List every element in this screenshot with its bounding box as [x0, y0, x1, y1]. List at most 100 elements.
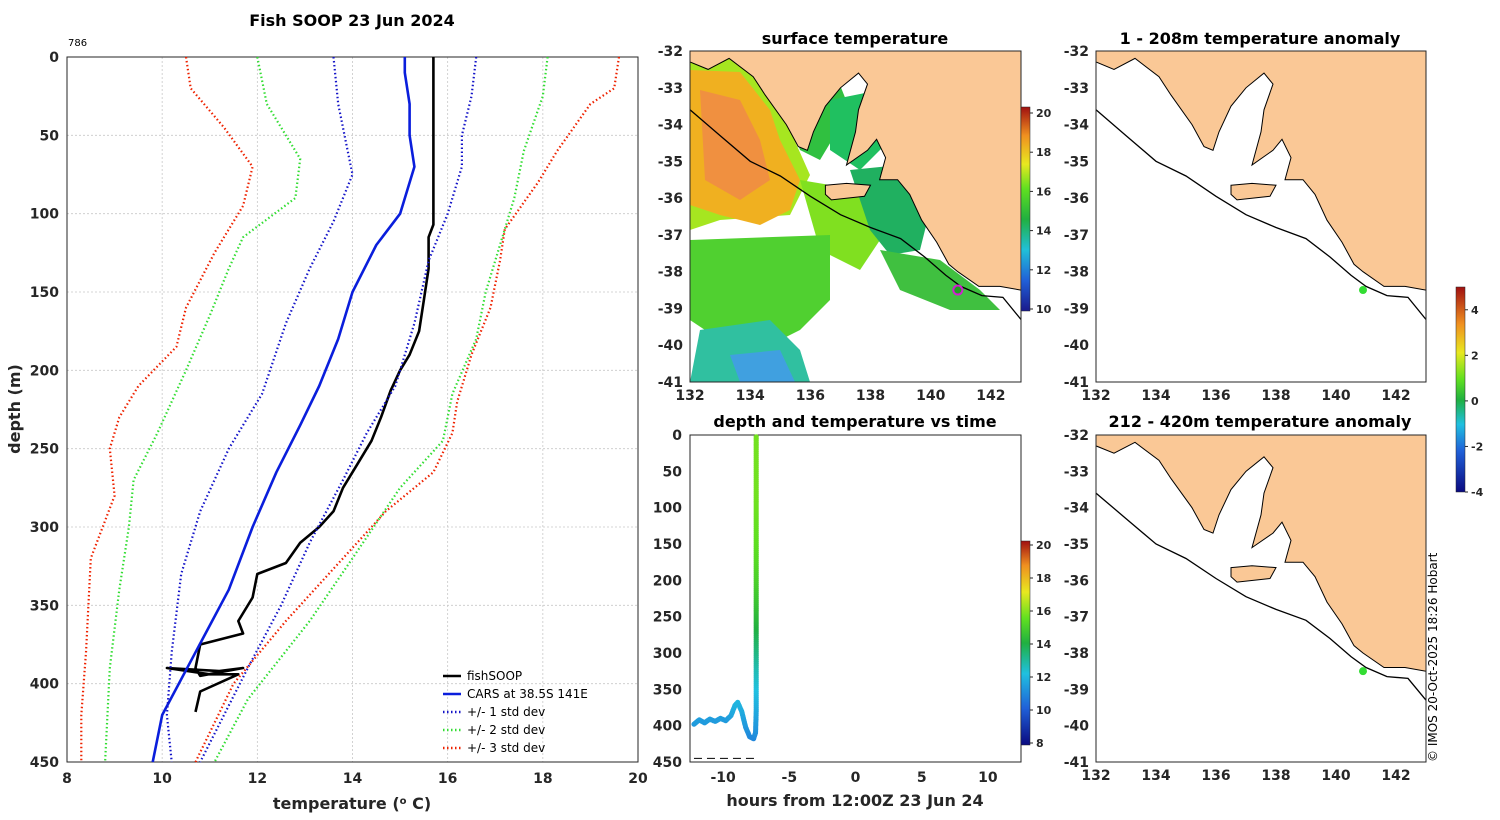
timeseries-ytick-label: 400 [653, 719, 682, 735]
map-ytick-label: -37 [1064, 228, 1089, 244]
map-xtick-label: 132 [1081, 388, 1110, 404]
colorbar-tick-label: 4 [1471, 304, 1479, 317]
timeseries-ytick-label: 300 [653, 646, 682, 662]
colorbar-tick-label: 14 [1036, 225, 1052, 238]
profile-axes-frame [66, 56, 639, 763]
map-xtick-label: 132 [675, 388, 704, 404]
map-xtick-label: 138 [856, 388, 885, 404]
profile-panel: Fish SOOP 23 Jun 2024 786 8 10 12 14 16 18 200… [5, 11, 648, 813]
surface-colorbar [1020, 106, 1031, 312]
map-ytick-label: -38 [1064, 265, 1089, 281]
profile-ytick-label: 250 [30, 442, 59, 458]
timeseries-ytick-label: 50 [663, 464, 683, 480]
map-xtick-label: 134 [1141, 768, 1170, 784]
colorbar-tick-label: 14 [1036, 638, 1052, 651]
map-xtick-label: 142 [1381, 768, 1410, 784]
map-ytick-label: -39 [658, 301, 683, 317]
shallow-anomaly-panel: 1 - 208m temperature anomaly 132 134 136 13… [1064, 29, 1427, 404]
profile-ytick-label: 0 [49, 50, 59, 66]
profile-xtick-label: 16 [438, 771, 457, 787]
timeseries-ytick-label: 0 [672, 428, 682, 444]
colorbar-tick-label: -2 [1471, 440, 1483, 453]
colorbar-tick-label: 16 [1036, 605, 1052, 618]
timeseries-xtick-label: -5 [782, 770, 798, 786]
profile-xtick-label: 10 [152, 771, 172, 787]
profile-series-line [165, 57, 435, 713]
surface-map-panel: surface temperature 132 134 136 138 140 142 -3… [658, 29, 1052, 404]
deep-anomaly-title: 212 - 420m temperature anomaly [1109, 412, 1412, 431]
timeseries-ytick-label: 450 [653, 755, 682, 771]
profile-ytick-label: 50 [40, 128, 60, 144]
profile-xtick-label: 8 [62, 771, 72, 787]
map-ytick-label: -39 [1064, 301, 1089, 317]
profile-xtick-label: 14 [343, 771, 363, 787]
map-xtick-label: 142 [976, 388, 1005, 404]
profile-series-line [213, 56, 549, 763]
deep-anomaly-marker [1359, 667, 1367, 676]
map-ytick-label: -35 [1064, 537, 1089, 553]
colorbar-tick-label: 20 [1036, 539, 1052, 552]
timeseries-ytick-label: 350 [653, 682, 682, 698]
map-ytick-label: -33 [658, 81, 683, 97]
deep-anomaly-land [1096, 435, 1426, 672]
colorbar-tick-label: 2 [1471, 349, 1479, 362]
timeseries-panel: depth and temperature vs time -10 -5 0 5 100… [653, 412, 1052, 810]
map-ytick-label: -35 [1064, 154, 1089, 170]
timeseries-xtick-label: 5 [917, 770, 927, 786]
map-xtick-label: 138 [1261, 768, 1290, 784]
map-xtick-label: 136 [796, 388, 825, 404]
profile-series-line [80, 56, 254, 762]
map-xtick-label: 134 [1141, 388, 1170, 404]
shallow-anomaly-axes-frame [1095, 50, 1427, 383]
timeseries-title: depth and temperature vs time [713, 412, 996, 431]
surface-location-marker [952, 284, 964, 296]
profile-xlabel: temperature (o C) [273, 794, 431, 813]
profile-id-label: 786 [68, 38, 87, 49]
map-ytick-label: -37 [658, 228, 683, 244]
legend-label: +/- 2 std dev [467, 723, 545, 737]
legend-label: +/- 1 std dev [467, 705, 545, 719]
colorbar-tick-label: 16 [1036, 185, 1052, 198]
deep-anomaly-shelf-line [1096, 492, 1426, 702]
colorbar-tick-label: -4 [1471, 486, 1484, 499]
map-ytick-label: -37 [1064, 610, 1089, 626]
map-xtick-label: 138 [1261, 388, 1290, 404]
timeseries-colorbar [1020, 540, 1031, 746]
map-ytick-label: -40 [1064, 719, 1090, 735]
map-xtick-label: 140 [1321, 768, 1350, 784]
map-xtick-label: 132 [1081, 768, 1110, 784]
map-ytick-label: -38 [658, 265, 683, 281]
profile-ytick-label: 450 [30, 755, 59, 771]
profile-ytick-label: 150 [30, 285, 59, 301]
map-ytick-label: -32 [1064, 44, 1089, 60]
profile-series-line [165, 56, 354, 763]
colorbar-tick-label: 12 [1036, 671, 1051, 684]
map-ytick-label: -33 [1064, 464, 1089, 480]
timeseries-xtick-label: 0 [851, 770, 861, 786]
colorbar-tick-label: 12 [1036, 264, 1051, 277]
shallow-anomaly-marker [1359, 286, 1367, 295]
profile-xtick-label: 12 [248, 771, 267, 787]
profile-ytick-label: 350 [30, 598, 59, 614]
timeseries-ytick-label: 250 [653, 610, 682, 626]
map-ytick-label: -41 [658, 375, 683, 391]
profile-xtick-label: 20 [628, 771, 648, 787]
profile-ytick-label: 200 [30, 363, 59, 379]
profile-title: Fish SOOP 23 Jun 2024 [249, 11, 455, 30]
map-ytick-label: -35 [658, 154, 683, 170]
profile-legend: fishSOOP CARS at 38.5S 141E +/- 1 std dev +… [443, 669, 588, 755]
profile-ytick-label: 400 [30, 677, 59, 693]
map-ytick-label: -38 [1064, 646, 1089, 662]
map-ytick-label: -34 [1064, 501, 1090, 517]
shallow-anomaly-land [1096, 51, 1426, 291]
watermark: © IMOS 20-Oct-2025 18:26 Hobart [1426, 552, 1440, 762]
profile-xtick-label: 18 [533, 771, 552, 787]
map-xtick-label: 142 [1381, 388, 1410, 404]
timeseries-ytick-label: 200 [653, 573, 682, 589]
map-ytick-label: -40 [1064, 338, 1090, 354]
profile-series-line [199, 56, 478, 763]
surface-land [690, 51, 1021, 291]
timeseries-ytick-label: 150 [653, 537, 682, 553]
map-ytick-label: -39 [1064, 682, 1089, 698]
